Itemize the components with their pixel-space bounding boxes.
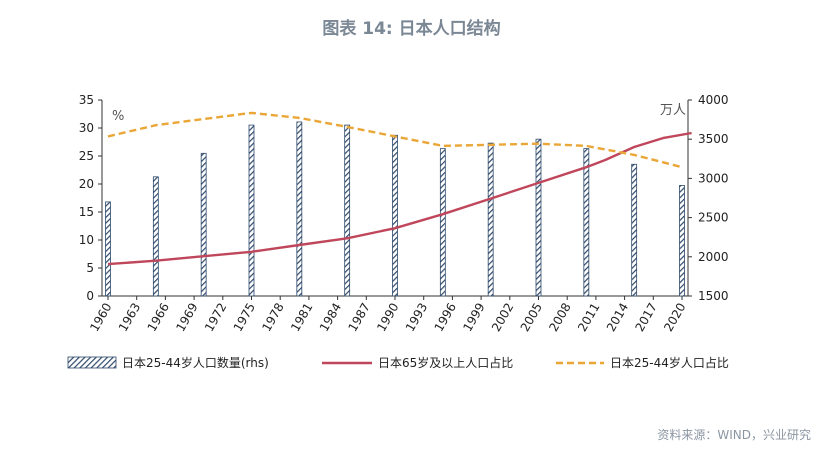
x-tick-label: 1990 xyxy=(374,301,401,334)
bar xyxy=(296,121,303,297)
line-series xyxy=(107,111,692,266)
bar xyxy=(248,124,255,297)
bar xyxy=(679,185,685,297)
x-tick-label: 2008 xyxy=(546,301,573,334)
bar xyxy=(105,201,111,297)
x-tick-label: 1999 xyxy=(460,300,487,333)
right-unit-label: 万人 xyxy=(660,103,686,118)
bar-series xyxy=(105,121,685,297)
x-tick-label: 2005 xyxy=(518,301,545,334)
bar xyxy=(583,148,590,297)
left-tick-label: 0 xyxy=(86,289,94,303)
right-tick-label: 2500 xyxy=(698,211,729,225)
left-tick-label: 10 xyxy=(79,233,94,247)
bar xyxy=(344,124,351,297)
left-tick-label: 30 xyxy=(79,121,94,135)
left-tick-label: 20 xyxy=(79,177,94,191)
left-unit-label: % xyxy=(112,109,124,124)
right-tick-label: 3500 xyxy=(698,132,729,146)
bar xyxy=(535,138,542,297)
axis-labels: 0 5 10 15 20 25 30 35 1500 2000 2500 3000 3500 4000 19… xyxy=(79,93,729,334)
x-tick-label: 1972 xyxy=(202,301,229,334)
x-tick-label: 2011 xyxy=(575,301,602,334)
x-tick-label: 1993 xyxy=(403,301,430,334)
left-tick-label: 25 xyxy=(79,149,94,163)
left-tick-label: 35 xyxy=(79,93,94,107)
left-tick-label: 5 xyxy=(86,261,94,275)
chart-title: 图表 14: 日本人口结构 xyxy=(322,19,501,39)
x-tick-label: 2017 xyxy=(633,301,660,334)
right-tick-label: 3000 xyxy=(698,171,729,185)
source-note: 资料来源：WIND，兴业研究 xyxy=(657,428,811,442)
series-line-65plus xyxy=(107,131,692,266)
x-tick-label: 1963 xyxy=(116,301,143,334)
x-tick-label: 1981 xyxy=(288,301,315,334)
x-tick-label: 1969 xyxy=(173,301,200,334)
right-tick-label: 2000 xyxy=(698,250,729,264)
bar xyxy=(392,134,398,297)
x-tick-label: 1987 xyxy=(346,301,373,334)
bar xyxy=(487,142,494,297)
x-tick-label: 2002 xyxy=(489,301,516,334)
bar xyxy=(200,152,207,297)
x-tick-label: 2014 xyxy=(604,301,631,334)
right-tick-label: 1500 xyxy=(698,289,729,303)
bar xyxy=(439,148,446,297)
x-tick-label: 1960 xyxy=(87,301,114,334)
legend-label-25-44: 日本25-44岁人口占比 xyxy=(610,355,729,370)
x-tick-label: 1966 xyxy=(145,301,172,334)
x-tick-label: 1984 xyxy=(317,301,344,334)
legend-label-65plus: 日本65岁及以上人口占比 xyxy=(378,355,513,370)
x-tick-label: 2020 xyxy=(661,301,688,334)
x-tick-label: 1975 xyxy=(231,301,258,334)
x-tick-label: 1996 xyxy=(432,301,459,334)
x-tick-label: 1978 xyxy=(259,301,286,334)
legend: 日本25-44岁人口数量(rhs) 日本65岁及以上人口占比 日本25-44岁人口占… xyxy=(67,355,729,370)
bar xyxy=(631,163,638,297)
left-tick-label: 15 xyxy=(79,205,94,219)
series-line-25-44 xyxy=(107,111,683,169)
bar xyxy=(152,176,159,297)
legend-label-bar: 日本25-44岁人口数量(rhs) xyxy=(122,355,269,370)
legend-swatch-bar xyxy=(67,356,117,369)
right-tick-label: 4000 xyxy=(698,93,729,107)
